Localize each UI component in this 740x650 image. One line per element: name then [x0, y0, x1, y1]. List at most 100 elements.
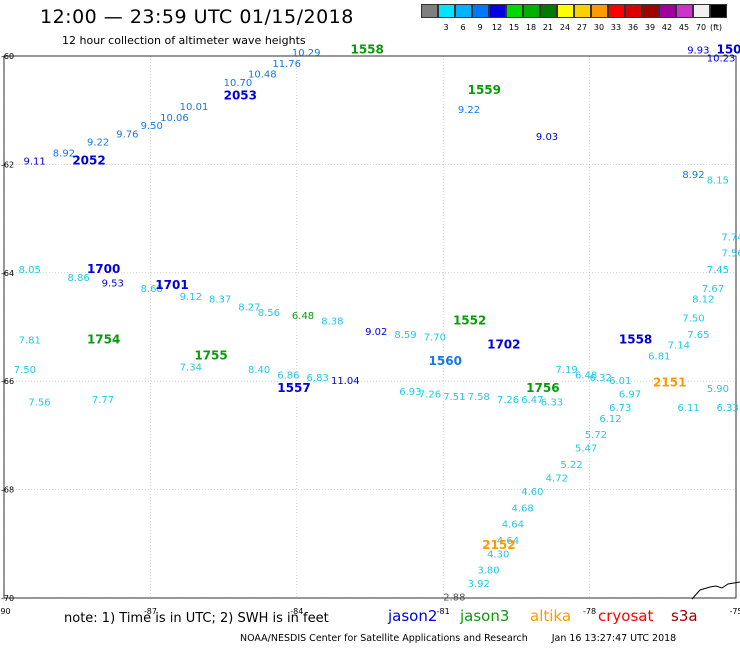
mission-cryosat: cryosat — [598, 607, 654, 625]
tick-labels: -90 -87 -84 -81 -78 -75 -60 -62 -64 -66 -68 -70 — [0, 52, 740, 616]
wave-height-label: 9.11 — [24, 156, 46, 167]
wave-height-label: 10.29 — [292, 48, 321, 59]
legend-swatch — [540, 4, 557, 18]
wave-height-label: 7.74 — [721, 232, 740, 243]
wave-height-label: 6.86 — [277, 370, 299, 381]
wave-height-label: 7.67 — [702, 284, 724, 295]
wave-height-label: 6.97 — [619, 389, 641, 400]
track-time-label: 1755 — [194, 349, 227, 363]
wave-height-label: 7.14 — [668, 341, 690, 352]
wave-height-label: 6.11 — [677, 403, 699, 414]
lon-tick-label: -84 — [290, 607, 303, 616]
wave-height-label: 6.93 — [399, 387, 421, 398]
legend-swatch — [574, 4, 591, 18]
legend-label: 42 — [661, 23, 673, 32]
wave-height-label: 7.77 — [92, 395, 114, 406]
wave-height-label: 7.50 — [682, 314, 704, 325]
track-time-label: 1702 — [487, 338, 520, 352]
lat-tick-label: -68 — [1, 486, 14, 495]
mission-altika: altika — [530, 607, 572, 625]
wave-height-label: 6.32 — [590, 373, 612, 384]
track-time-label: 1558 — [350, 42, 383, 56]
legend-swatch — [710, 4, 727, 18]
wave-height-label: 11.76 — [272, 59, 301, 70]
track-time-label: 2052 — [72, 153, 105, 167]
footer-timestamp: Jan 16 13:27:47 UTC 2018 — [551, 633, 677, 644]
legend-label: 33 — [610, 23, 622, 32]
legend-label: 27 — [576, 23, 588, 32]
legend-label: 24 — [559, 23, 571, 32]
wave-height-label: 8.38 — [321, 316, 343, 327]
wave-height-label: 4.30 — [487, 549, 509, 560]
track-time-label: 1754 — [87, 332, 120, 346]
lat-tick-label: -60 — [1, 52, 14, 61]
lat-tick-label: -64 — [1, 269, 14, 278]
lat-tick-label: -70 — [1, 594, 14, 603]
wave-height-label: 9.50 — [141, 121, 163, 132]
legend-swatch — [625, 4, 642, 18]
wave-height-label: 9.93 — [687, 45, 709, 56]
map-grid — [3, 55, 737, 599]
track-time-label: 2152 — [482, 538, 515, 552]
track-time-label: 1557 — [277, 381, 310, 395]
page-title: 12:00 — 23:59 UTC 01/15/2018 — [40, 6, 354, 28]
wave-height-label: 9.22 — [458, 105, 480, 116]
wave-height-label: 7.70 — [424, 333, 446, 344]
wave-height-label: 7.26 — [419, 389, 441, 400]
legend-swatch — [693, 4, 710, 18]
legend-label: 70 — [695, 23, 707, 32]
wave-height-label: 10.01 — [180, 102, 209, 113]
lon-tick-label: -81 — [437, 607, 450, 616]
wave-height-label: 8.05 — [19, 265, 41, 276]
wave-height-label: 4.64 — [497, 536, 519, 547]
wave-height-label: 10.70 — [224, 78, 253, 89]
legend-swatch — [438, 4, 455, 18]
wave-height-label: 7.45 — [707, 265, 729, 276]
wave-height-label: 8.15 — [707, 175, 729, 186]
track-time-label: 1560 — [429, 354, 462, 368]
page-subtitle: 12 hour collection of altimeter wave hei… — [62, 34, 306, 47]
wave-height-label: 7.19 — [555, 365, 577, 376]
wave-height-label: 7.58 — [468, 392, 490, 403]
legend-label: 6 — [460, 23, 466, 32]
legend-swatch — [676, 4, 693, 18]
wave-height-label: 6.33 — [716, 403, 738, 414]
legend-label: 36 — [627, 23, 639, 32]
wave-height-label: 4.64 — [502, 520, 524, 531]
legend-unit: (ft) — [709, 23, 723, 32]
legend-swatch — [489, 4, 506, 18]
legend-label: 21 — [542, 23, 554, 32]
lat-tick-label: -66 — [1, 377, 14, 386]
credit-text: NOAA/NESDIS Center for Satellite Applica… — [240, 633, 528, 644]
legend-label: 45 — [678, 23, 690, 32]
wave-height-label: 10.48 — [248, 70, 277, 81]
wave-height-label: 6.01 — [609, 376, 631, 387]
wave-height-label: 4.72 — [546, 473, 568, 484]
wave-height-label: 8.59 — [394, 330, 416, 341]
wave-height-label: 8.68 — [141, 284, 163, 295]
wave-height-label: 8.37 — [209, 295, 231, 306]
footer-note: note: 1) Time is in UTC; 2) SWH is in fe… — [64, 611, 329, 626]
track-time-label: 1559 — [468, 83, 501, 97]
wave-height-label: 6.48 — [575, 370, 597, 381]
lat-tick-label: -62 — [1, 160, 14, 169]
mission-jason2: jason2 — [388, 607, 438, 625]
wave-height-label: 7.34 — [180, 362, 202, 373]
lon-tick-label: -87 — [144, 607, 157, 616]
wave-height-label: 6.83 — [307, 373, 329, 384]
wave-height-label: 8.40 — [248, 365, 270, 376]
track-time-label: 1756 — [526, 381, 559, 395]
wave-height-label: 7.26 — [497, 395, 519, 406]
legend-label: 15 — [508, 23, 520, 32]
legend-label: 39 — [644, 23, 656, 32]
wave-height-label: 6.47 — [521, 395, 543, 406]
wave-height-label: 6.73 — [609, 403, 631, 414]
wave-height-label: 7.50 — [14, 365, 36, 376]
track-time-label: 2053 — [224, 88, 257, 102]
wave-height-label: 8.92 — [53, 148, 75, 159]
legend-swatch — [591, 4, 608, 18]
track-time-label: 1700 — [87, 262, 120, 276]
legend-swatch — [523, 4, 540, 18]
